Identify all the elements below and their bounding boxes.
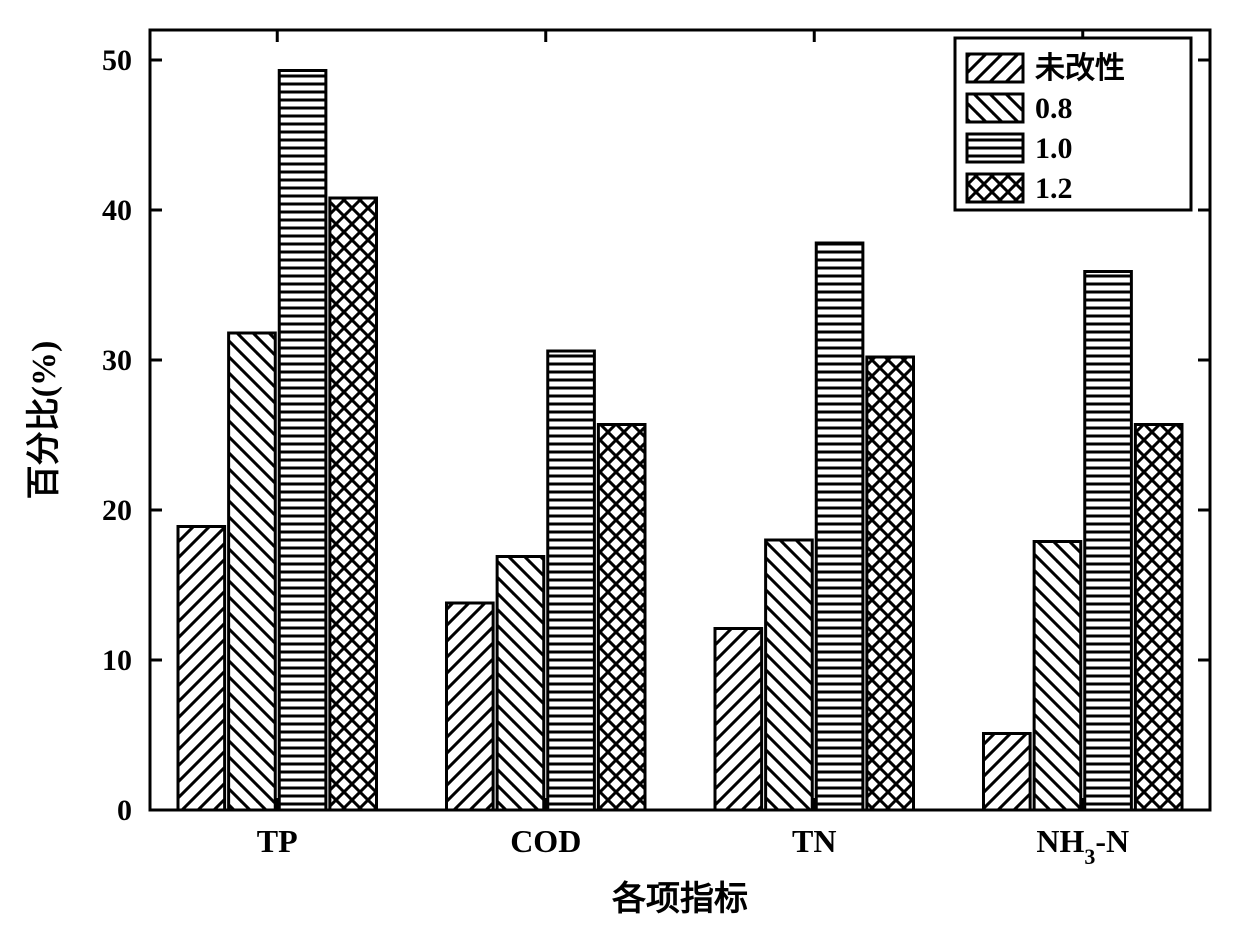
bar [715, 629, 762, 811]
bar [548, 351, 595, 810]
legend-swatch [967, 134, 1023, 162]
bar [766, 540, 813, 810]
ytick-label: 10 [102, 644, 132, 677]
bar [816, 243, 863, 810]
bar [598, 425, 645, 811]
ytick-label: 0 [117, 794, 132, 827]
x-category-label: COD [510, 823, 581, 859]
bar [330, 198, 377, 810]
bar [1135, 425, 1182, 811]
bar [984, 734, 1031, 811]
bar [229, 333, 276, 810]
bar [497, 557, 544, 811]
bar [178, 527, 225, 811]
ytick-label: 30 [102, 344, 132, 377]
x-category-label: NH3-N [1036, 823, 1129, 869]
y-axis-title: 百分比(%) [25, 341, 63, 500]
bar [867, 357, 914, 810]
bar [1085, 272, 1132, 811]
x-category-label: TP [257, 823, 298, 859]
bar [1034, 542, 1081, 811]
ytick-label: 20 [102, 494, 132, 527]
legend-swatch [967, 174, 1023, 202]
legend-label: 未改性 [1035, 52, 1125, 85]
bar [279, 71, 326, 811]
ytick-label: 40 [102, 194, 132, 227]
legend-label: 1.0 [1035, 132, 1073, 165]
x-axis-title: 各项指标 [612, 879, 748, 918]
ytick-label: 50 [102, 44, 132, 77]
bar [447, 603, 494, 810]
legend-swatch [967, 94, 1023, 122]
legend-swatch [967, 54, 1023, 82]
x-category-label: TN [792, 823, 836, 859]
legend-label: 1.2 [1035, 172, 1073, 205]
legend-label: 0.8 [1035, 92, 1073, 125]
bar-chart: 0 10 20 30 40 50 百分比(%) TP COD TN NH3-N 各项指标 未改性 0.8 1… [0, 0, 1240, 939]
